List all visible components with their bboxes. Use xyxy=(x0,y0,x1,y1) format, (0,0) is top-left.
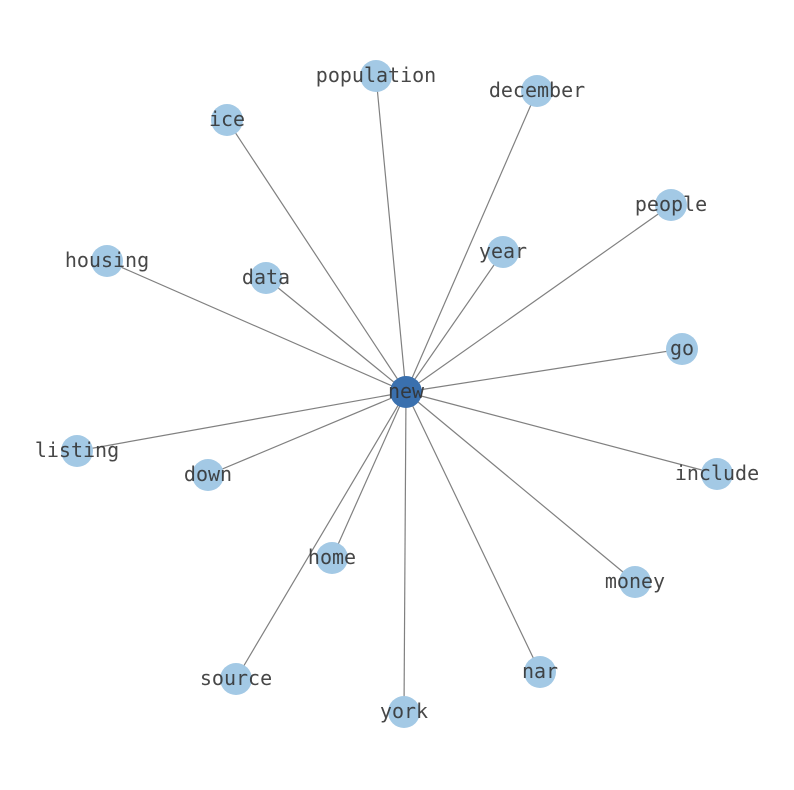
edge-new-data xyxy=(265,277,407,393)
node-include xyxy=(701,458,733,490)
node-listing xyxy=(61,435,93,467)
node-label-listing: listing xyxy=(35,438,119,462)
node-york xyxy=(388,696,420,728)
node-home xyxy=(316,542,348,574)
edge-new-york xyxy=(403,391,407,713)
node-label-include: include xyxy=(675,461,759,485)
node-december xyxy=(521,75,553,107)
edge-new-december xyxy=(405,90,538,393)
node-people xyxy=(655,189,687,221)
node-down xyxy=(192,459,224,491)
edge-new-include xyxy=(405,391,718,475)
node-label-nar: nar xyxy=(522,659,558,683)
node-go xyxy=(666,333,698,365)
node-label-data: data xyxy=(242,265,290,289)
node-label-source: source xyxy=(200,666,272,690)
node-label-new: new xyxy=(388,379,425,403)
node-label-home: home xyxy=(308,545,356,569)
node-data xyxy=(250,262,282,294)
edge-new-source xyxy=(235,391,407,680)
edge-new-ice xyxy=(226,119,407,393)
node-ice xyxy=(211,104,243,136)
node-source xyxy=(220,663,252,695)
node-new xyxy=(390,376,422,408)
node-label-population: population xyxy=(316,63,436,87)
node-label-year: year xyxy=(479,239,527,263)
edge-new-listing xyxy=(76,391,407,452)
node-label-housing: housing xyxy=(65,248,149,272)
node-population xyxy=(360,60,392,92)
edge-new-go xyxy=(405,348,683,393)
edge-new-nar xyxy=(405,391,541,673)
edge-new-housing xyxy=(106,260,407,393)
edge-new-population xyxy=(375,75,407,393)
node-label-go: go xyxy=(670,336,694,360)
node-housing xyxy=(91,245,123,277)
node-year xyxy=(487,236,519,268)
node-label-york: york xyxy=(380,699,428,723)
node-money xyxy=(619,566,651,598)
node-label-ice: ice xyxy=(209,107,245,131)
node-nar xyxy=(524,656,556,688)
edge-new-year xyxy=(405,251,504,393)
edge-new-people xyxy=(405,204,672,393)
edge-new-down xyxy=(207,391,407,476)
edge-new-home xyxy=(331,391,407,559)
edge-new-money xyxy=(405,391,636,583)
node-label-down: down xyxy=(184,462,232,486)
node-label-people: people xyxy=(635,192,707,216)
node-label-money: money xyxy=(605,569,665,593)
node-label-december: december xyxy=(489,78,585,102)
